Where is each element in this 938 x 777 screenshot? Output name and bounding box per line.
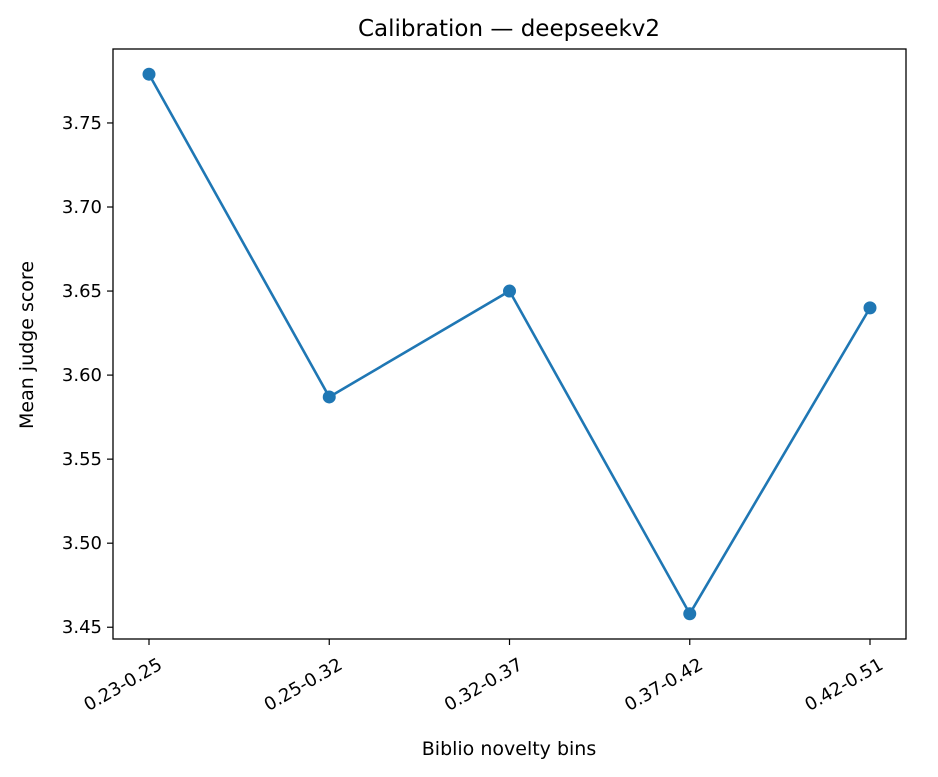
data-point bbox=[683, 607, 697, 621]
x-tick-label: 0.25-0.32 bbox=[261, 654, 347, 716]
y-axis-label: Mean judge score bbox=[16, 261, 38, 429]
plot-frame bbox=[112, 48, 907, 640]
y-tick-label: 3.75 bbox=[62, 113, 102, 134]
x-axis: 0.23-0.25 0.25-0.32 0.32-0.37 0.37-0.42 0.42… bbox=[80, 639, 887, 716]
data-point bbox=[322, 390, 336, 404]
data-point bbox=[503, 284, 516, 298]
x-tick-label: 0.23-0.25 bbox=[80, 654, 166, 716]
y-tick-label: 3.50 bbox=[62, 533, 102, 554]
chart-title: Calibration — deepseekv2 bbox=[358, 16, 660, 42]
series-layer bbox=[142, 67, 877, 621]
x-axis-label: Biblio novelty bins bbox=[422, 738, 597, 760]
data-point bbox=[142, 67, 156, 81]
y-tick-label: 3.65 bbox=[62, 281, 102, 302]
y-tick-label: 3.55 bbox=[62, 449, 102, 470]
plot-area bbox=[112, 48, 907, 640]
x-tick-label: 0.32-0.37 bbox=[441, 654, 527, 716]
y-tick-label: 3.45 bbox=[62, 617, 102, 638]
x-tick-label: 0.37-0.42 bbox=[621, 654, 707, 716]
y-tick-label: 3.60 bbox=[62, 365, 102, 386]
data-point bbox=[863, 301, 877, 315]
x-tick-label: 0.42-0.51 bbox=[801, 654, 887, 716]
y-tick-label: 3.70 bbox=[62, 197, 102, 218]
y-axis: 3.45 3.50 3.55 3.60 3.65 3.70 3.75 bbox=[62, 113, 113, 638]
series-line bbox=[147, 72, 872, 616]
